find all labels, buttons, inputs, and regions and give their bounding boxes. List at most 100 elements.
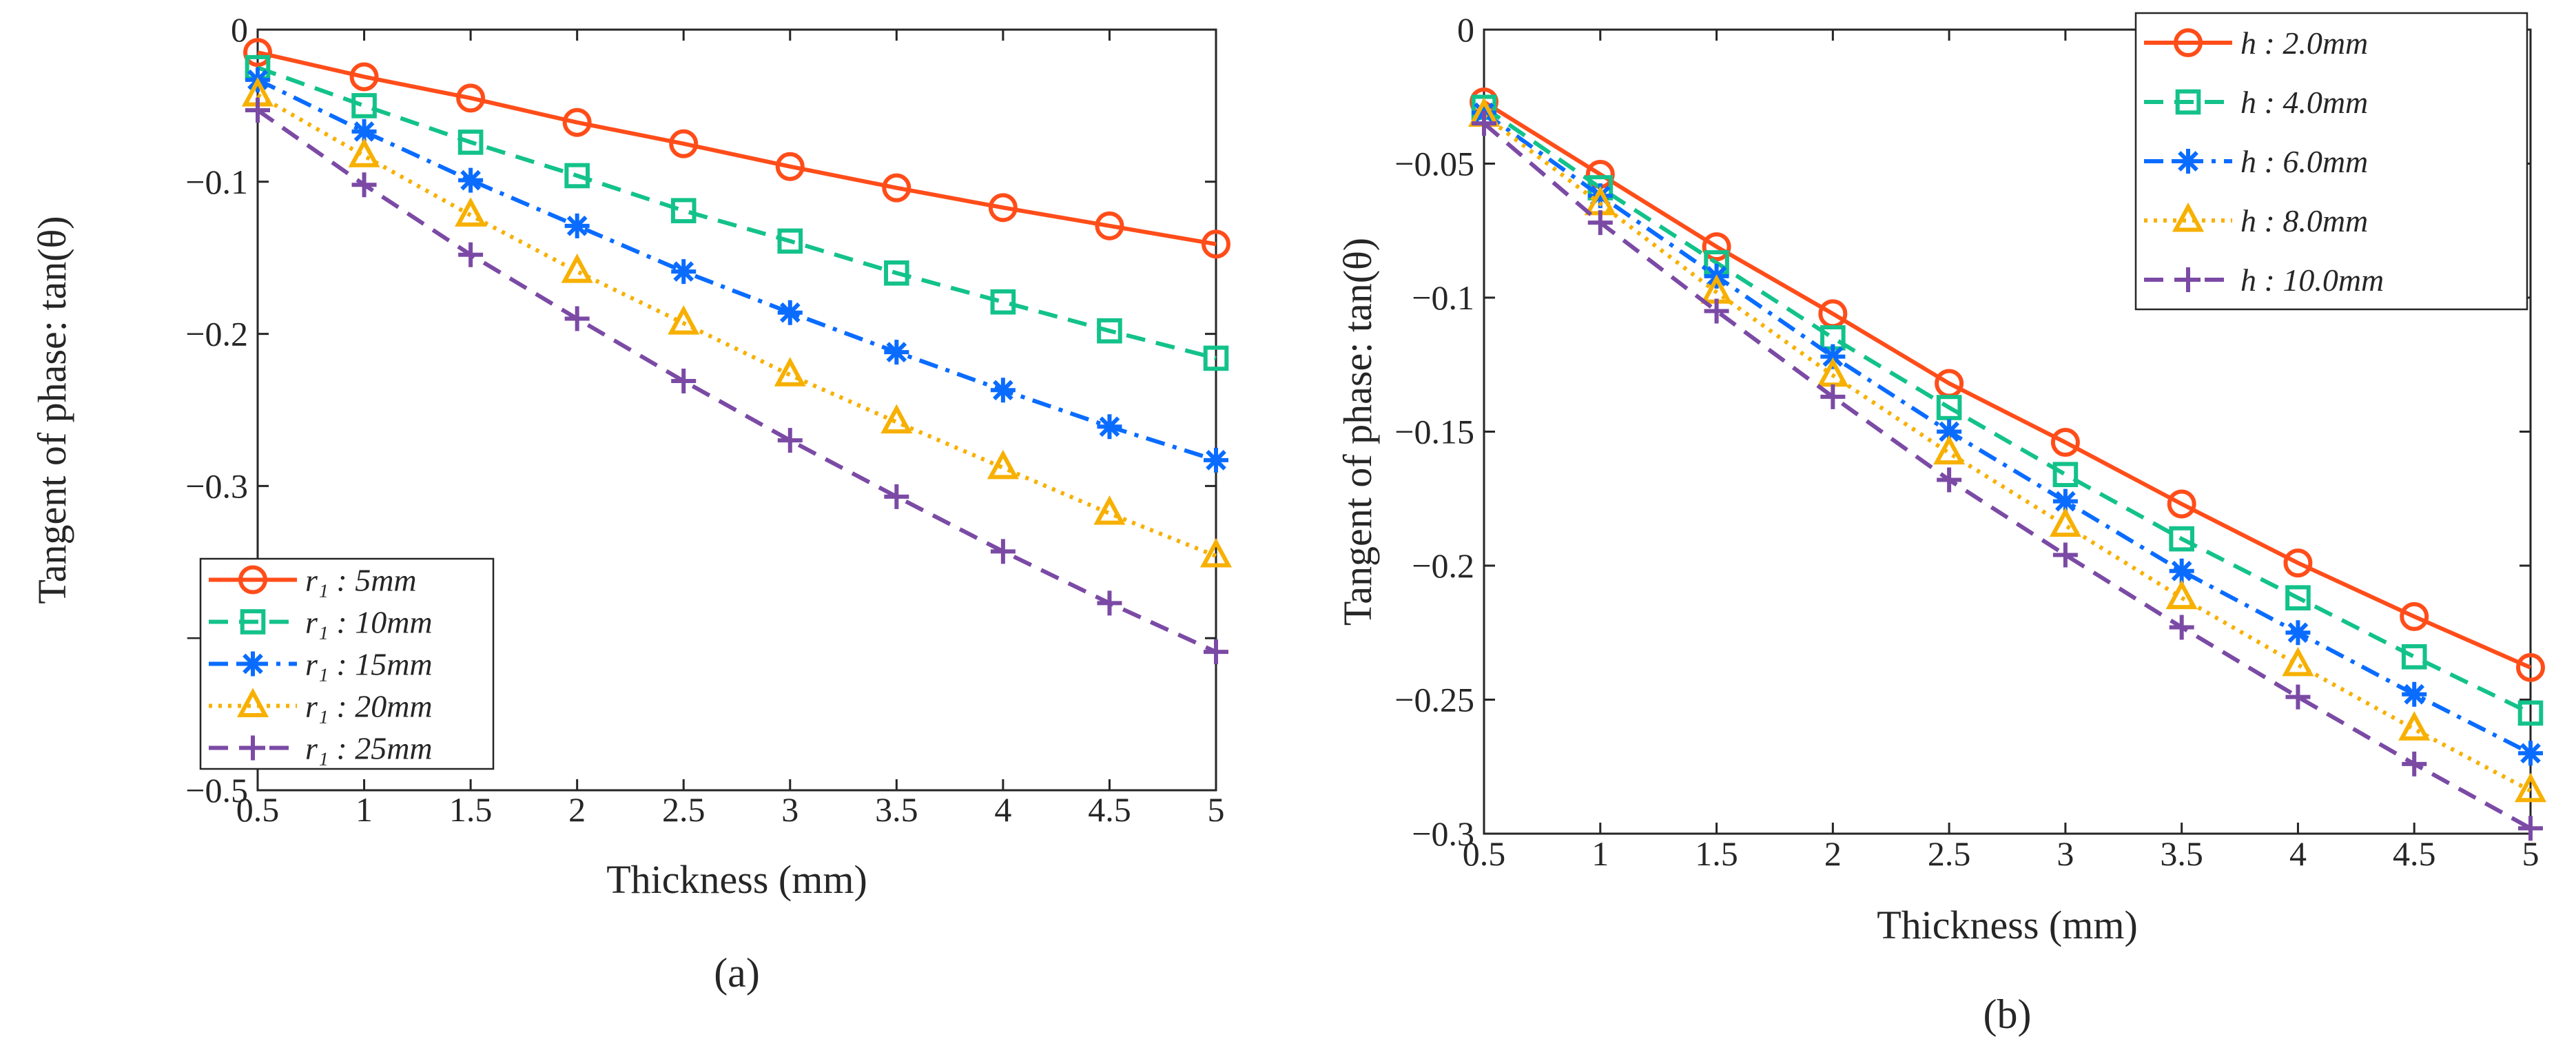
x-tick-label: 3.5 (875, 790, 918, 829)
marker-triangle-icon (455, 197, 487, 227)
legend-label: h : 2.0mm (2240, 25, 2368, 61)
marker-asterisk-icon (1820, 344, 1846, 369)
marker-triangle-icon (987, 449, 1019, 480)
marker-square-icon (670, 198, 697, 224)
series-line (256, 65, 1217, 360)
marker-plus-icon (2052, 542, 2078, 568)
marker-triangle-icon (880, 404, 913, 434)
marker-asterisk-icon (351, 119, 377, 144)
marker-square-icon (884, 260, 909, 286)
y-tick-label: −0.15 (1394, 413, 1474, 451)
marker-triangle-icon (2398, 711, 2431, 741)
marker-plus-icon (1820, 384, 1846, 409)
marker-plus-icon (2518, 816, 2543, 841)
marker-circle-icon (2174, 28, 2203, 57)
marker-plus-icon (564, 306, 590, 331)
marker-asterisk-icon (564, 213, 590, 238)
y-tick-label: −0.1 (1412, 278, 1474, 317)
panel-label: (a) (714, 950, 760, 996)
marker-plus-icon (1587, 210, 1613, 236)
chart-panel-b: 0.5 1 1.5 2 2.5 3 3.5 4 4.5 5 0 −0.05 −0.1 −0.15 −0.2 −… (1335, 10, 2547, 1037)
marker-triangle-icon (561, 253, 593, 283)
x-tick-label: 4 (2289, 834, 2307, 873)
series-line (256, 78, 1217, 462)
marker-circle-icon (349, 62, 379, 92)
legend-item: r₁ : 5mm (209, 563, 417, 598)
marker-asterisk-icon (2052, 488, 2078, 514)
marker-circle-icon (1095, 211, 1124, 240)
legend-label: h : 4.0mm (2240, 85, 2368, 120)
series-line (1483, 111, 2532, 755)
marker-circle-icon (2516, 652, 2545, 682)
marker-asterisk-icon (2169, 558, 2194, 584)
marker-plus-icon (671, 369, 697, 394)
marker-circle-icon (2400, 601, 2429, 631)
marker-circle-icon (882, 173, 911, 203)
marker-asterisk-icon (1204, 447, 1228, 473)
x-tick-label: 4.5 (1088, 790, 1131, 829)
series-line (256, 93, 1217, 558)
marker-plus-icon (2169, 615, 2194, 640)
marker-triangle-icon (774, 357, 806, 387)
marker-circle-icon (775, 152, 805, 181)
series-4 (241, 76, 1233, 568)
series-1 (1470, 88, 2545, 682)
marker-triangle-icon (1933, 435, 1966, 465)
marker-asterisk-icon (458, 167, 484, 193)
y-tick-label: −0.05 (1394, 145, 1474, 183)
marker-asterisk-icon (1097, 414, 1122, 440)
x-tick-label: 3.5 (2160, 834, 2203, 873)
marker-circle-icon (669, 129, 699, 158)
marker-triangle-icon (668, 305, 700, 335)
legend-item: h : 4.0mm (2144, 85, 2368, 120)
marker-square-icon (1097, 318, 1122, 344)
marker-triangle-icon (2049, 507, 2081, 537)
marker-circle-icon (2050, 428, 2080, 457)
series-line (1483, 121, 2532, 830)
y-tick-label: −0.25 (1394, 681, 1474, 719)
marker-plus-icon (1937, 467, 1962, 493)
marker-triangle-icon (348, 138, 380, 167)
marker-triangle-icon (2514, 772, 2547, 803)
marker-plus-icon (884, 484, 909, 509)
x-tick-label: 4 (994, 790, 1011, 829)
x-tick-label: 2 (1824, 834, 1842, 873)
marker-asterisk-icon (2518, 741, 2543, 766)
marker-square-icon (2169, 526, 2194, 552)
legend-label: h : 10.0mm (2240, 262, 2384, 298)
marker-plus-icon (1704, 298, 1729, 324)
series-line (257, 50, 1217, 247)
marker-triangle-icon (2172, 202, 2205, 232)
legend-item: h : 6.0mm (2144, 144, 2368, 179)
marker-asterisk-icon (2176, 149, 2201, 174)
x-tick-label: 1.5 (449, 790, 493, 829)
legend-item: r₁ : 25mm (209, 731, 433, 766)
y-tick-label: 0 (1457, 10, 1474, 49)
marker-asterisk-icon (240, 651, 265, 677)
x-tick-label: 2 (568, 790, 586, 829)
marker-square-icon (2401, 644, 2427, 670)
y-axis-label: Tangent of phase: tan(θ) (30, 216, 74, 604)
marker-square-icon (2175, 89, 2201, 115)
legend-item: h : 10.0mm (2144, 262, 2384, 298)
x-tick-label: 2.5 (1928, 834, 1971, 873)
marker-square-icon (240, 609, 266, 635)
legend: r₁ : 5mm r₁ : 10mm r₁ : 15mm r₁ : 20mm r₁ : … (199, 557, 495, 770)
marker-plus-icon (351, 172, 377, 198)
marker-circle-icon (238, 565, 267, 595)
y-tick-label: −0.2 (1412, 546, 1474, 585)
legend-label: r₁ : 5mm (305, 563, 417, 598)
marker-plus-icon (1097, 590, 1122, 616)
legend-label: r₁ : 20mm (305, 689, 433, 724)
marker-asterisk-icon (671, 259, 697, 285)
series-2 (245, 54, 1229, 371)
marker-circle-icon (243, 38, 272, 68)
marker-square-icon (1203, 345, 1229, 371)
marker-plus-icon (777, 428, 803, 453)
marker-square-icon (2285, 585, 2311, 610)
x-tick-label: 2.5 (662, 790, 705, 829)
x-tick-label: 5 (2522, 834, 2539, 873)
x-tick-label: 5 (1208, 790, 1225, 829)
x-tick-label: 3 (781, 790, 798, 829)
legend-label: h : 8.0mm (2240, 203, 2368, 238)
